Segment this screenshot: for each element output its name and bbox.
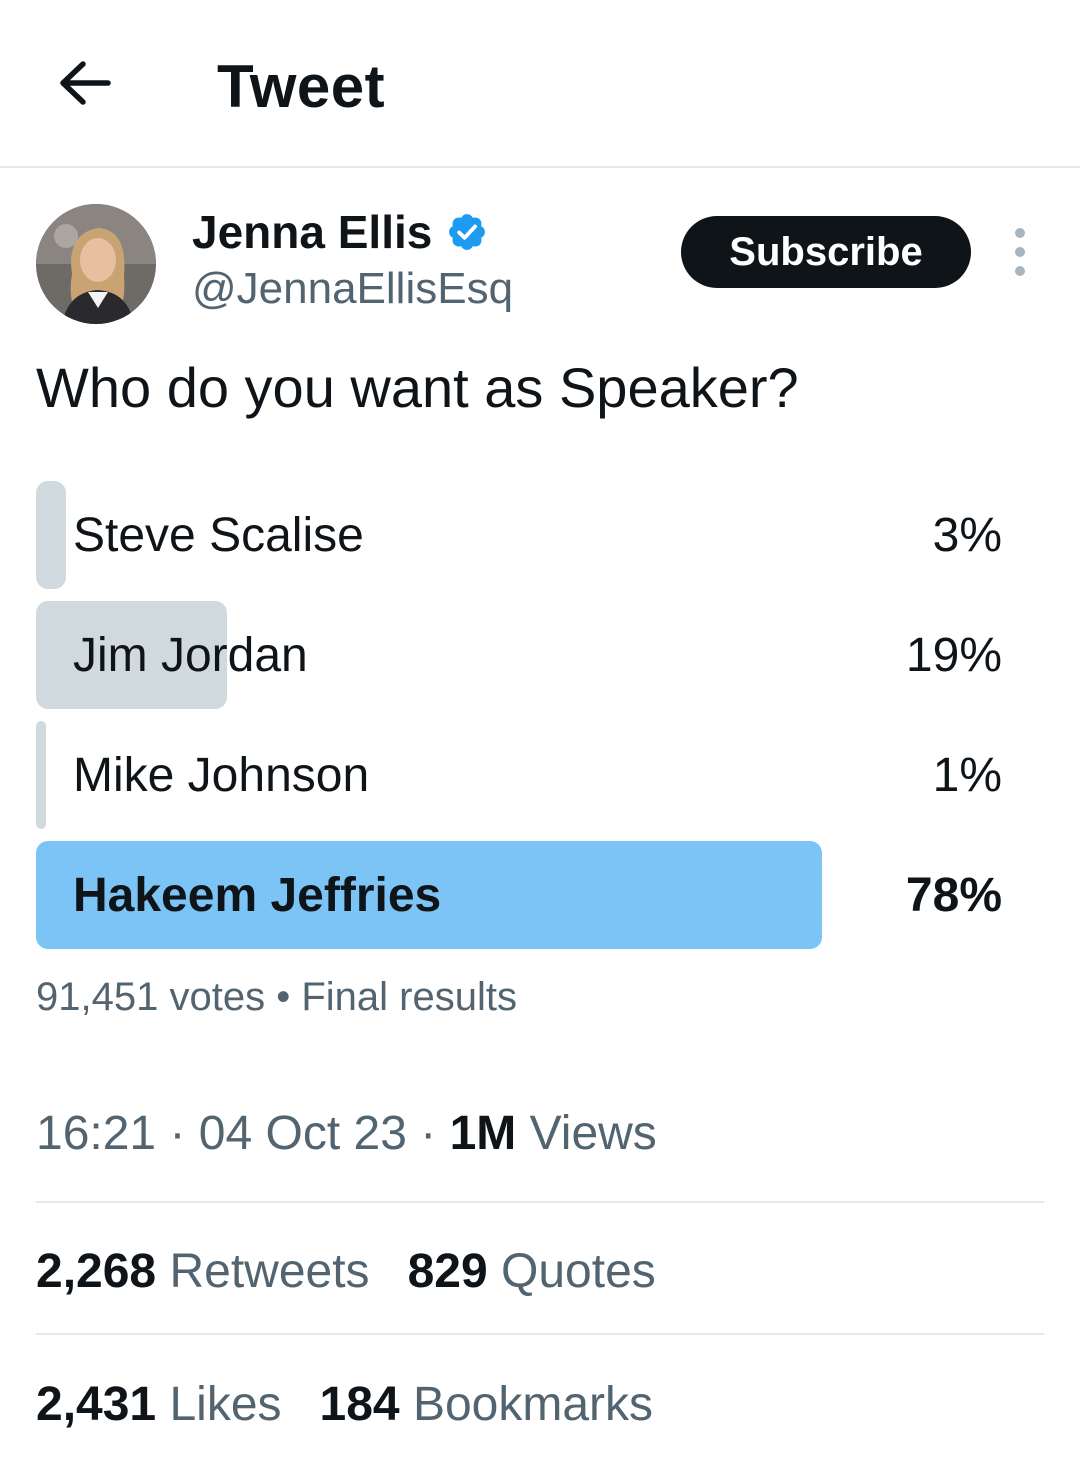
poll-option-label: Mike Johnson (73, 748, 370, 802)
poll-option-label: Jim Jordan (73, 628, 308, 682)
subscribe-button[interactable]: Subscribe (681, 216, 971, 288)
arrow-left-icon (60, 61, 111, 105)
bookmarks-label: Bookmarks (412, 1378, 654, 1431)
author-name[interactable]: Jenna Ellis (192, 206, 433, 258)
poll-bar (36, 841, 822, 949)
quotes-label: Quotes (501, 1245, 656, 1298)
retweets-label: Retweets (169, 1245, 370, 1298)
views-count: 1M (449, 1107, 517, 1160)
poll-option-percent: 19% (905, 628, 1002, 682)
poll-option-label: Steve Scalise (73, 508, 364, 562)
top-bar: Tweet (0, 0, 1080, 168)
views-label: Views (529, 1107, 657, 1160)
poll-option-percent: 1% (932, 748, 1002, 802)
tweet-text: Who do you want as Speaker? (36, 356, 799, 419)
more-vertical-icon (1015, 228, 1025, 238)
retweets-stat[interactable]: 2,268 Retweets (36, 1244, 370, 1299)
timestamp-row: 16:21 · 04 Oct 23 · 1M Views (36, 1106, 657, 1161)
page-title: Tweet (217, 53, 386, 120)
avatar[interactable] (36, 204, 156, 324)
back-button[interactable] (52, 50, 118, 116)
verified-badge-icon (446, 211, 488, 253)
separator: · (169, 1107, 186, 1160)
poll-status: Final results (301, 975, 517, 1019)
more-options-button[interactable] (1000, 228, 1040, 276)
tweet-date[interactable]: 04 Oct 23 (198, 1107, 407, 1160)
poll-option-label: Hakeem Jeffries (73, 868, 442, 922)
likes-count: 2,431 (36, 1378, 157, 1431)
bookmarks-stat[interactable]: 184 Bookmarks (320, 1377, 654, 1432)
poll-option: Mike Johnson 1% (36, 721, 1002, 829)
poll-bar (36, 601, 227, 709)
poll-meta: 91,451 votes • Final results (36, 975, 517, 1020)
divider (36, 1333, 1044, 1335)
author-name-row: Jenna Ellis (192, 204, 488, 260)
tweet-time[interactable]: 16:21 (36, 1107, 157, 1160)
poll-option: Jim Jordan 19% (36, 601, 1002, 709)
poll-option-percent: 3% (932, 508, 1002, 562)
poll-bar (36, 481, 66, 589)
quotes-stat[interactable]: 829 Quotes (408, 1244, 656, 1299)
poll-option-winner: Hakeem Jeffries 78% (36, 841, 1002, 949)
quotes-count: 829 (407, 1245, 488, 1298)
avatar-image (36, 204, 156, 324)
bookmarks-count: 184 (319, 1378, 400, 1431)
poll-option: Steve Scalise 3% (36, 481, 1002, 589)
engagement-stats-row: 2,268 Retweets 829 Quotes (36, 1244, 656, 1299)
poll-votes: 91,451 votes (36, 975, 266, 1019)
likes-label: Likes (169, 1378, 282, 1431)
separator: · (420, 1107, 437, 1160)
retweets-count: 2,268 (36, 1245, 157, 1298)
divider (36, 1201, 1044, 1203)
poll-bar (36, 721, 46, 829)
poll-option-percent: 78% (905, 868, 1002, 922)
separator: • (276, 975, 291, 1019)
author-handle[interactable]: @JennaEllisEsq (192, 264, 514, 313)
engagement-stats-row: 2,431 Likes 184 Bookmarks (36, 1377, 653, 1432)
likes-stat[interactable]: 2,431 Likes (36, 1377, 282, 1432)
